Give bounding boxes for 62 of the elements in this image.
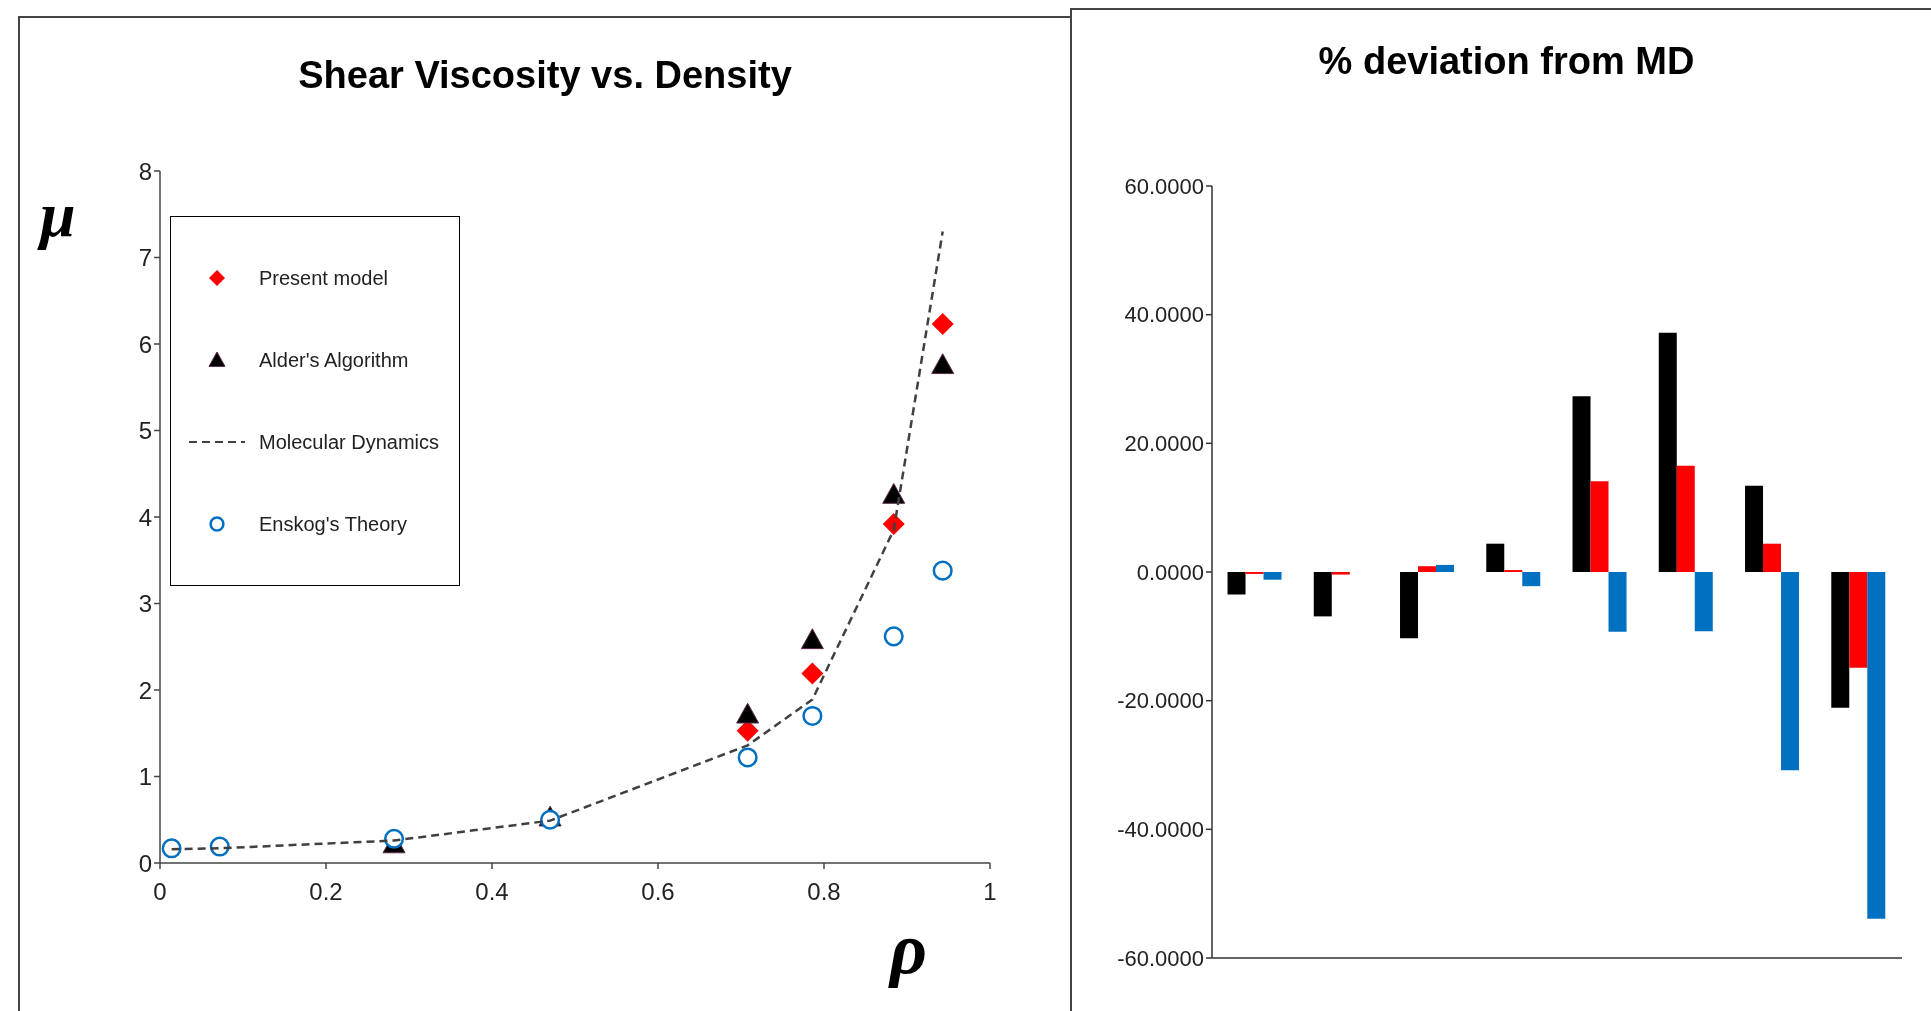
bar (1486, 543, 1505, 572)
legend-label: Enskog's Theory (259, 512, 407, 536)
bar (1572, 396, 1591, 572)
legend-label: Present model (259, 266, 388, 290)
y-tick-label: 8 (138, 157, 152, 185)
point (802, 705, 823, 726)
y-tick-label: -60.0000 (1117, 945, 1204, 971)
bar (1676, 465, 1695, 572)
point (737, 747, 758, 768)
bar (1400, 572, 1419, 639)
legend-label: Molecular Dynamics (259, 430, 440, 454)
y-tick-label: 6 (138, 330, 152, 358)
legend-label: Alder's Algorithm (259, 348, 409, 372)
chart-title: % deviation from MD (1317, 40, 1696, 83)
point (800, 628, 824, 650)
bar (1781, 572, 1800, 771)
point (931, 353, 955, 375)
point (161, 838, 182, 859)
chart-title: Shear Viscosity vs. Density (297, 54, 793, 97)
point (882, 483, 906, 504)
y-tick-label: -20.0000 (1117, 688, 1204, 714)
point (736, 702, 760, 724)
bar (1658, 332, 1677, 572)
y-tick-label: -40.0000 (1117, 817, 1204, 843)
bar (1831, 572, 1850, 708)
y-tick-label: 3 (138, 590, 152, 618)
point (883, 626, 904, 647)
x-tick-label: 0.6 (641, 878, 675, 906)
y-tick-label: 60.0000 (1124, 173, 1204, 199)
point (801, 662, 824, 685)
y-tick-label: 0.0000 (1136, 559, 1204, 585)
bar (1745, 485, 1764, 572)
x-tick-label: 1 (983, 878, 997, 906)
y-tick-label: 4 (138, 503, 152, 531)
point (932, 560, 953, 581)
y-tick-label: 7 (138, 244, 152, 272)
bar (1590, 481, 1609, 572)
point (540, 809, 561, 830)
y-tick-label: 2 (138, 676, 152, 704)
bar (1227, 572, 1246, 595)
bar (1522, 572, 1541, 587)
bar (1849, 572, 1868, 668)
bar (1331, 572, 1350, 575)
y-tick-label: 40.0000 (1124, 302, 1204, 328)
y-tick-label: 0 (138, 849, 152, 877)
bar (1313, 572, 1332, 617)
x-tick-label: 0.4 (475, 878, 509, 906)
x-axis-title: ρ (890, 908, 928, 991)
bar (1418, 566, 1437, 572)
point (384, 828, 405, 849)
bar (1608, 572, 1627, 632)
bar (1867, 572, 1886, 919)
x-tick-label: 0.2 (309, 878, 343, 906)
y-tick-label: 1 (138, 763, 152, 791)
bar (1436, 564, 1455, 572)
bar (1763, 543, 1782, 572)
bar (1263, 572, 1282, 580)
y-tick-label: 20.0000 (1124, 431, 1204, 457)
y-tick-label: 5 (138, 417, 152, 445)
x-tick-label: 0.8 (807, 878, 841, 906)
bar (1694, 572, 1713, 632)
point (931, 313, 954, 336)
